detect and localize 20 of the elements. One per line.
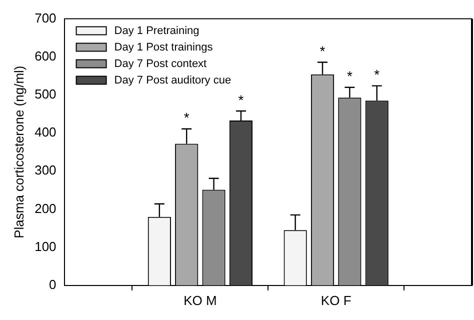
legend-label: Day 1 Post trainings [114, 41, 214, 54]
y-axis-title: Plasma corticosterone (ng/ml) [11, 66, 26, 238]
y-tick-label: 700 [34, 10, 56, 26]
data-label: * [238, 92, 244, 108]
x-tick-label: KO F [320, 292, 352, 308]
y-tick-label: 400 [34, 124, 56, 140]
y-tick-label: 600 [34, 48, 56, 64]
data-label: * [184, 110, 190, 126]
y-tick-label: 500 [34, 86, 56, 102]
data-label: * [346, 68, 353, 84]
x-tick-label: KO M [184, 292, 217, 308]
y-tick-label: 0 [49, 276, 56, 292]
legend-label: Day 7 Post context [114, 58, 207, 70]
legend-label: Day 1 Pretraining [114, 24, 200, 37]
legend-label: Day 7 Post auditory cue [114, 74, 232, 86]
y-tick-label: 200 [34, 200, 56, 216]
y-tick-label: 100 [34, 238, 56, 254]
data-label: * [320, 43, 326, 60]
y-tick-label: 300 [34, 162, 56, 178]
data-label: * [374, 66, 380, 83]
